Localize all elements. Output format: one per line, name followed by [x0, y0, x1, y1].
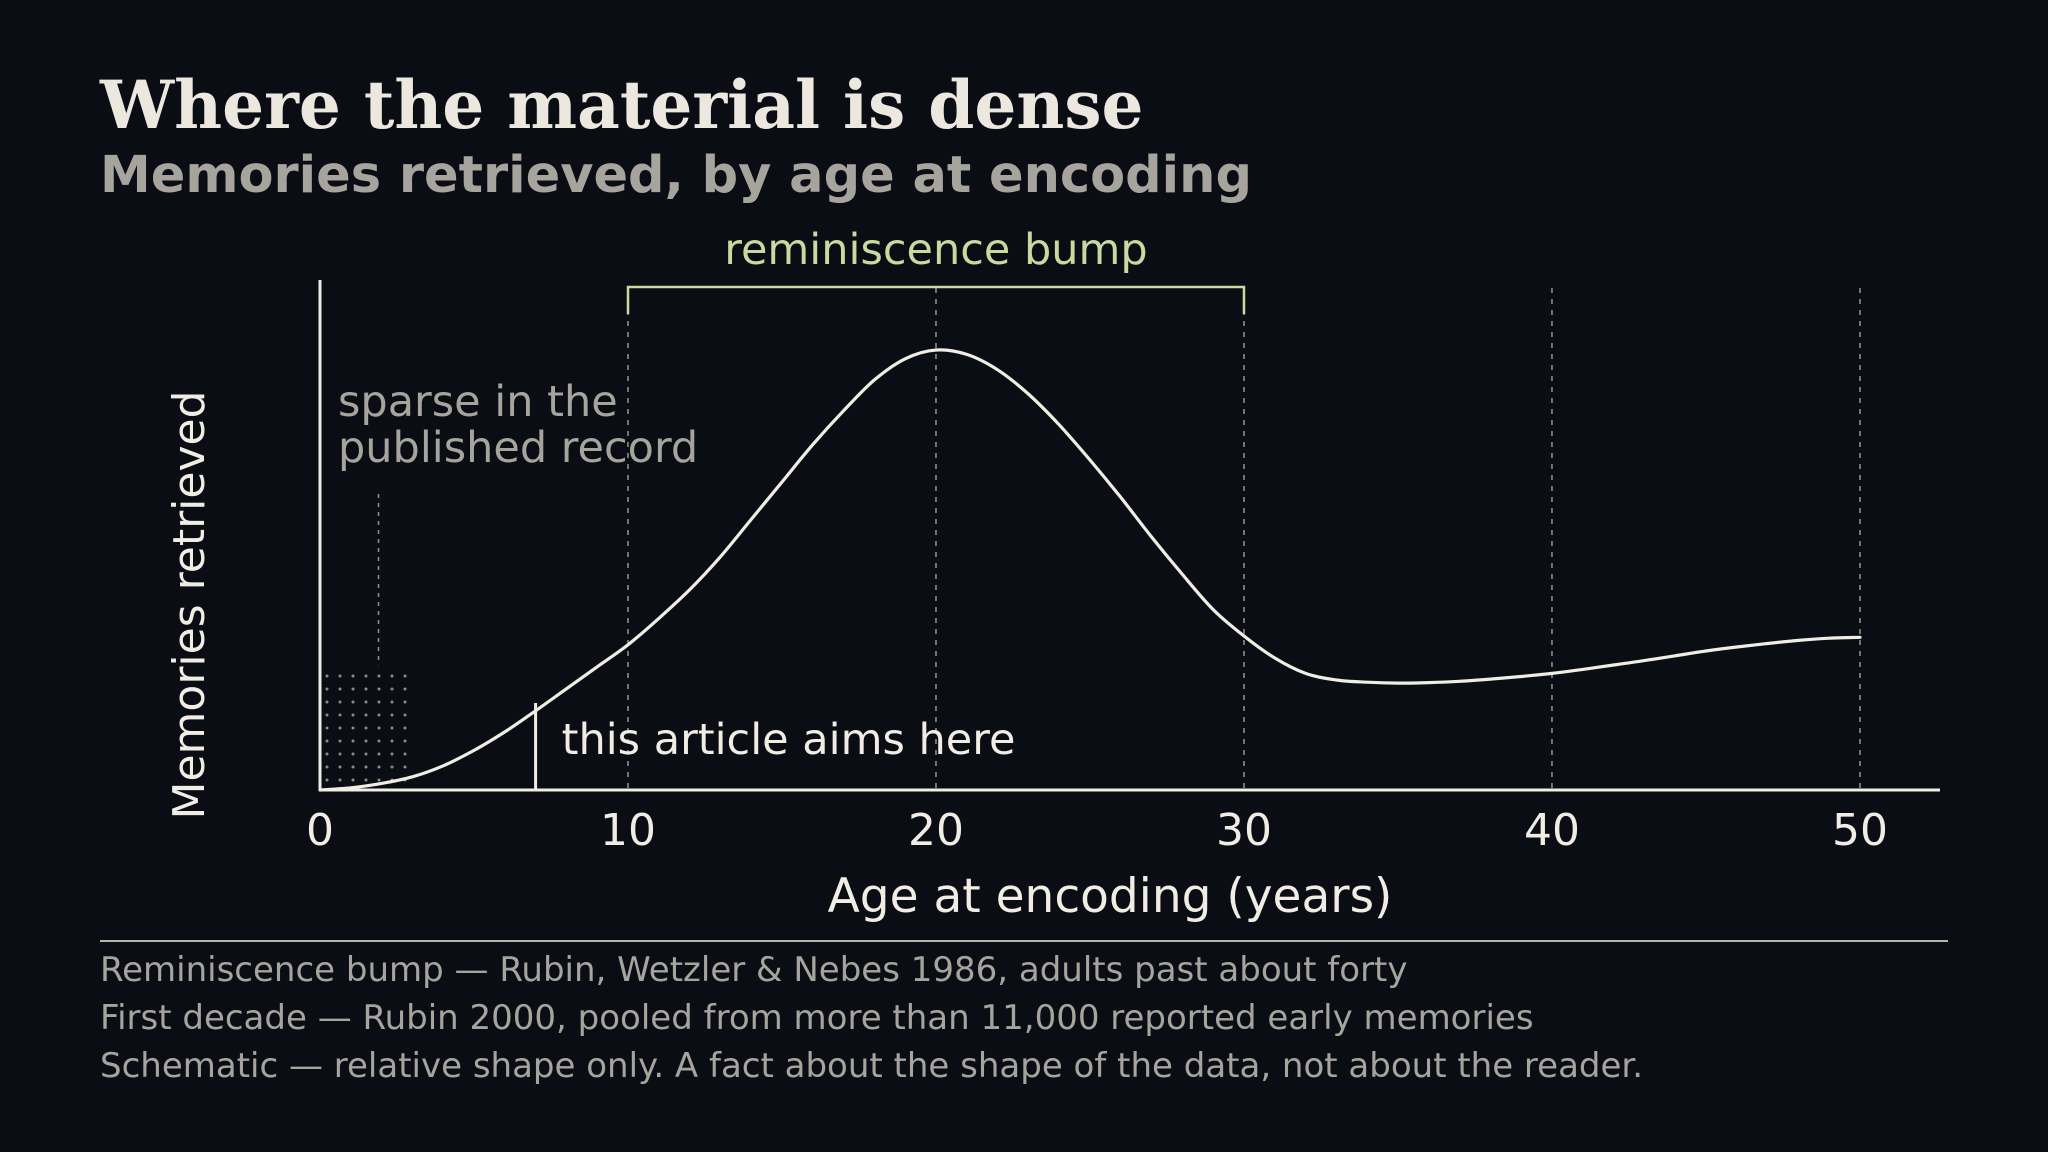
sparse-region-dot — [364, 726, 368, 730]
sparse-region-dot — [325, 726, 329, 730]
sparse-region-dot — [364, 713, 368, 717]
x-tick-label: 10 — [600, 805, 656, 856]
axes — [318, 280, 1940, 792]
sparse-region-dot — [351, 713, 355, 717]
sparse-region-dot — [364, 674, 368, 678]
sparse-region-dot — [325, 739, 329, 743]
x-tick-label: 30 — [1216, 805, 1272, 856]
chart-subtitle: Memories retrieved, by age at encoding — [100, 146, 1252, 205]
sparse-region-dot — [390, 765, 394, 769]
sparse-region-dot — [377, 739, 381, 743]
sparse-region-dot — [377, 713, 381, 717]
sparse-region-dot — [338, 765, 342, 769]
sparse-region-dot — [390, 700, 394, 704]
sparse-region-dot — [364, 739, 368, 743]
sparse-region-dot — [364, 752, 368, 756]
sparse-region-dot — [338, 687, 342, 691]
sparse-region-dot — [403, 700, 407, 704]
sparse-region-dot — [338, 752, 342, 756]
annotations: reminiscence bump sparse in the publishe… — [338, 225, 1246, 790]
x-tick-label: 20 — [908, 805, 964, 856]
sparse-region-dot — [390, 726, 394, 730]
sparse-region-dot — [377, 700, 381, 704]
sparse-region-dot — [338, 713, 342, 717]
sparse-region-dot — [403, 765, 407, 769]
sparse-region-dot — [390, 739, 394, 743]
reminiscence-bump-label: reminiscence bump — [724, 225, 1147, 275]
sparse-region-dot — [325, 765, 329, 769]
sparse-region-dot — [377, 752, 381, 756]
sparse-region-dot — [338, 739, 342, 743]
sparse-region-dot — [377, 778, 381, 782]
sparse-region-dot — [390, 674, 394, 678]
source-notes: Reminiscence bump — Rubin, Wetzler & Neb… — [100, 946, 1643, 1090]
chart-title: Where the material is dense — [100, 66, 1144, 144]
sparse-region-dot — [403, 713, 407, 717]
sparse-region-dot — [351, 700, 355, 704]
y-axis-label: Memories retrieved — [164, 391, 215, 820]
sparse-region-dot — [325, 752, 329, 756]
sparse-region-dot — [390, 713, 394, 717]
sparse-region-dot — [351, 765, 355, 769]
footer-divider — [100, 940, 1948, 942]
reminiscence-bump-bracket — [626, 285, 1246, 314]
sparse-region-dot — [403, 739, 407, 743]
x-tick-label: 0 — [306, 805, 334, 856]
sparse-region-dot — [338, 726, 342, 730]
sparse-region-label-line-2: published record — [338, 423, 698, 473]
sparse-region — [325, 674, 407, 782]
sparse-region-dot — [377, 765, 381, 769]
sparse-region-dot — [325, 713, 329, 717]
sparse-region-dot — [351, 726, 355, 730]
sparse-region-dot — [377, 687, 381, 691]
sparse-region-dot — [351, 687, 355, 691]
sparse-region-dot — [390, 687, 394, 691]
memory-density-chart: 0 10 20 30 40 50 reminiscence bump sparse in … — [164, 225, 1940, 924]
x-tick-label: 50 — [1832, 805, 1888, 856]
sparse-region-dot — [364, 687, 368, 691]
sparse-region-dot — [325, 687, 329, 691]
source-note: Reminiscence bump — Rubin, Wetzler & Neb… — [100, 950, 1408, 990]
sparse-region-dot — [351, 752, 355, 756]
sparse-region-dot — [338, 778, 342, 782]
sparse-region-dot — [325, 700, 329, 704]
series-curve — [318, 348, 1862, 792]
sparse-region-dot — [403, 674, 407, 678]
sparse-region-dot — [325, 778, 329, 782]
grid-lines — [627, 288, 1861, 790]
sparse-region-dot — [364, 778, 368, 782]
x-axis-label: Age at encoding (years) — [828, 869, 1393, 924]
sparse-region-dot — [364, 765, 368, 769]
sparse-region-dot — [390, 752, 394, 756]
sparse-region-dot — [351, 778, 355, 782]
sparse-region-dot — [351, 674, 355, 678]
x-tick-labels: 0 10 20 30 40 50 — [306, 805, 1888, 856]
sparse-region-dot — [338, 700, 342, 704]
sparse-region-label-line-1: sparse in the — [338, 377, 618, 427]
source-note: First decade — Rubin 2000, pooled from m… — [100, 998, 1534, 1038]
sparse-region-dot — [325, 674, 329, 678]
sparse-region-dot — [364, 700, 368, 704]
sparse-region-dot — [377, 674, 381, 678]
sparse-region-dot — [338, 674, 342, 678]
sparse-region-dot — [351, 739, 355, 743]
sparse-region-dot — [403, 687, 407, 691]
sparse-region-dot — [377, 726, 381, 730]
source-note: Schematic — relative shape only. A fact … — [100, 1046, 1644, 1086]
sparse-region-dot — [403, 752, 407, 756]
article-aim-label: this article aims here — [562, 715, 1016, 765]
x-tick-label: 40 — [1524, 805, 1580, 856]
sparse-region-dot — [403, 726, 407, 730]
